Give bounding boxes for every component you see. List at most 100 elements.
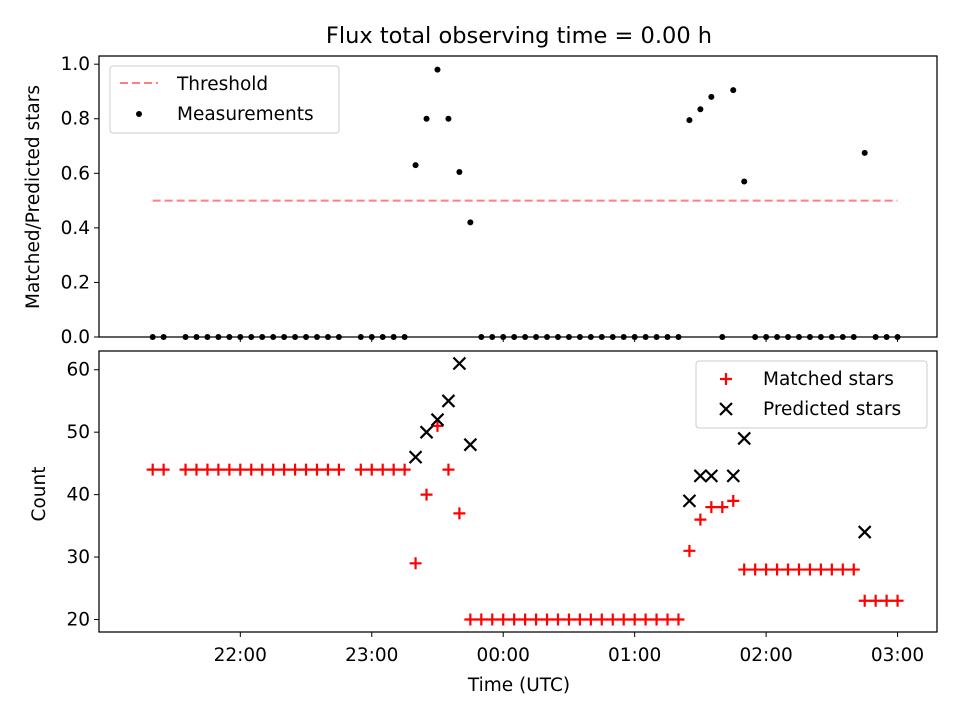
chart-title: Flux total observing time = 0.00 h [326, 23, 712, 49]
predicted-point [726, 469, 741, 483]
measurement-point [467, 219, 474, 226]
matched-point [847, 563, 860, 576]
predicted-point [682, 494, 697, 508]
legend-threshold-label: Threshold [176, 74, 268, 95]
matched-point [376, 463, 389, 476]
predicted-point [693, 469, 708, 483]
matched-point [475, 613, 488, 626]
measurement-point [511, 334, 518, 340]
measurement-point [763, 334, 770, 340]
matched-point [617, 613, 630, 626]
ratio-y-tick-label: 0.0 [61, 327, 90, 348]
matched-point [267, 463, 280, 476]
matched-point [289, 463, 302, 476]
measurement-point [215, 334, 222, 340]
measurement-point [182, 334, 189, 340]
count-axes-frame [98, 350, 938, 633]
measurement-point [533, 334, 540, 340]
measurement-point [872, 334, 879, 340]
ratio-legend: Threshold Measurements [109, 65, 340, 134]
ratio-y-axis-label: Matched/Predicted stars [23, 85, 44, 309]
matched-points [146, 419, 904, 626]
matched-point [420, 488, 433, 501]
measurement-points [149, 66, 901, 340]
matched-point [661, 613, 674, 626]
matched-point [190, 463, 203, 476]
legend-measurements-swatch [136, 111, 142, 117]
count-panel: 20 30 40 50 60 22:00 23:00 00:00 01:00 02:00 03:0… [29, 350, 938, 696]
matched-point [157, 463, 170, 476]
matched-point [760, 563, 773, 576]
predicted-point [408, 450, 423, 464]
matched-point [310, 463, 323, 476]
predicted-point [452, 356, 467, 371]
predicted-point [463, 437, 478, 452]
matched-point [869, 594, 882, 607]
matched-point [464, 613, 477, 626]
predicted-point [441, 394, 456, 408]
ratio-y-tick-label: 1.0 [61, 54, 90, 75]
matched-point [332, 463, 345, 476]
count-x-tick-label: 01:00 [608, 645, 661, 666]
measurement-point [861, 149, 868, 156]
matched-point [891, 594, 904, 607]
matched-point [782, 563, 795, 576]
measurement-point [357, 334, 364, 340]
measurement-point [697, 106, 704, 113]
matched-point [836, 563, 849, 576]
matched-point [519, 613, 532, 626]
matched-point [825, 563, 838, 576]
count-y-tick-label: 60 [66, 360, 90, 381]
matched-point [146, 463, 159, 476]
measurement-point [850, 334, 857, 340]
measurement-point [675, 334, 682, 340]
measurement-point [313, 334, 320, 340]
count-x-tick-label: 00:00 [477, 645, 530, 666]
measurement-point [785, 334, 792, 340]
measurement-point [774, 334, 781, 340]
legend-predicted-label: Predicted stars [763, 399, 901, 420]
measurement-point [828, 334, 835, 340]
measurement-point [806, 334, 813, 340]
measurement-point [544, 334, 551, 340]
measurement-point [500, 334, 507, 340]
matched-point [694, 513, 707, 526]
matched-point [858, 594, 871, 607]
measurement-point [554, 334, 561, 340]
measurement-point [686, 117, 693, 124]
measurement-point [620, 334, 627, 340]
measurement-point [324, 334, 331, 340]
predicted-point [419, 425, 434, 439]
matched-point [234, 463, 247, 476]
matched-point [453, 507, 466, 520]
matched-point [639, 613, 652, 626]
matched-point [508, 613, 521, 626]
measurement-point [598, 334, 605, 340]
legend-matched-label: Matched stars [763, 369, 894, 390]
measurement-point [160, 334, 167, 340]
measurement-point [565, 334, 572, 340]
ratio-y-tick-label: 0.2 [61, 272, 90, 293]
matched-point [541, 613, 554, 626]
measurement-point [401, 334, 408, 340]
count-y-axis-label: Count [29, 467, 50, 522]
measurement-point [390, 334, 397, 340]
legend-predicted-swatch [719, 402, 733, 416]
matched-point [201, 463, 214, 476]
measurement-point [587, 334, 594, 340]
measurement-point [795, 334, 802, 340]
matched-point [223, 463, 236, 476]
measurement-point [434, 66, 441, 73]
measurement-point [894, 334, 901, 340]
predicted-point [704, 469, 719, 483]
count-legend-frame [695, 360, 928, 429]
measurement-point [609, 334, 616, 340]
ratio-y-ticks: 0.0 0.2 0.4 0.6 0.8 1.0 [61, 54, 99, 348]
measurement-point [248, 334, 255, 340]
measurement-point [456, 168, 463, 175]
count-x-tick-label: 22:00 [214, 645, 267, 666]
measurement-point [653, 334, 660, 340]
matched-point [398, 463, 411, 476]
matched-point [595, 613, 608, 626]
